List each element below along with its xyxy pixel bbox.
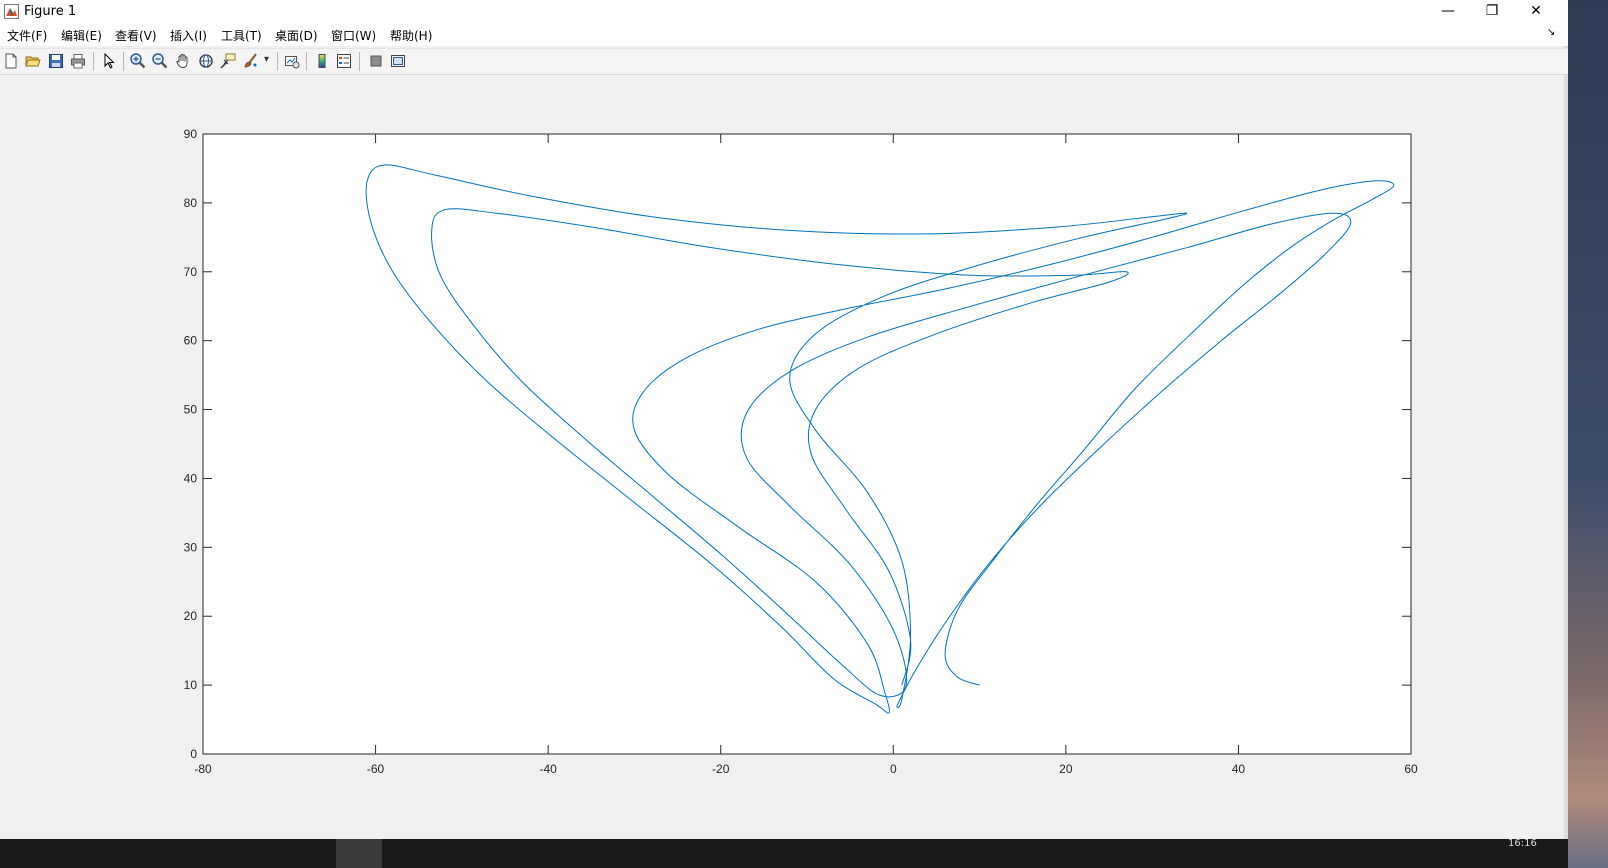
brush-dropdown-icon[interactable]: ▾ (264, 54, 270, 65)
toolbar-separator (123, 52, 124, 71)
menu-window[interactable]: 窗口(W) (331, 29, 377, 43)
y-tick-label: 30 (184, 540, 198, 554)
y-tick-label: 60 (184, 334, 198, 348)
y-tick-label: 10 (184, 678, 198, 692)
toolbar-separator (93, 52, 94, 71)
y-tick-label: 80 (184, 196, 198, 210)
axis-ticks (202, 133, 1412, 755)
desktop-background-strip (1568, 0, 1608, 868)
menu-file[interactable]: 文件(F) (7, 29, 48, 43)
x-tick-label: -60 (367, 762, 385, 776)
matlab-app-icon (4, 4, 19, 19)
y-tick-label: 40 (184, 471, 198, 485)
open-file-icon[interactable] (24, 52, 42, 70)
y-tick-label: 50 (184, 403, 198, 417)
menubar-overflow-icon[interactable]: ↘ (1547, 27, 1556, 38)
figure-toolbar (0, 48, 1568, 75)
x-tick-labels: -80 -60 -40 -20 0 20 40 60 (194, 762, 1418, 776)
y-tick-labels: 0 10 20 30 40 50 60 70 80 90 (184, 127, 198, 761)
y-tick-label: 90 (184, 127, 198, 141)
x-tick-label: -80 (194, 762, 212, 776)
edit-plot-arrow-icon[interactable] (100, 52, 118, 70)
window-title: Figure 1 (24, 4, 77, 19)
menu-help[interactable]: 帮助(H) (390, 29, 433, 43)
data-cursor-icon[interactable] (219, 52, 237, 70)
x-tick-label: 40 (1232, 762, 1246, 776)
brush-icon[interactable] (242, 52, 260, 70)
rotate-3d-icon[interactable] (197, 52, 215, 70)
x-tick-label: 0 (890, 762, 897, 776)
menu-edit[interactable]: 编辑(E) (61, 29, 102, 43)
taskbar-app-button[interactable] (336, 839, 382, 868)
menu-desktop[interactable]: 桌面(D) (275, 29, 318, 43)
title-bar[interactable] (0, 0, 1568, 24)
y-tick-label: 0 (190, 747, 197, 761)
show-plot-tools-icon[interactable] (389, 52, 407, 70)
hide-plot-tools-icon[interactable] (367, 52, 385, 70)
save-icon[interactable] (47, 52, 65, 70)
toolbar-separator (277, 52, 278, 71)
window-edge (1564, 0, 1568, 868)
print-icon[interactable] (69, 52, 87, 70)
minimize-button[interactable]: — (1441, 3, 1455, 19)
menu-view[interactable]: 查看(V) (115, 29, 157, 43)
taskbar (0, 839, 1568, 868)
zoom-in-icon[interactable] (129, 52, 147, 70)
menu-tools[interactable]: 工具(T) (221, 29, 262, 43)
taskbar-clock: 16:16 (1508, 838, 1537, 849)
restore-button[interactable]: ❐ (1485, 3, 1499, 19)
x-tick-label: -20 (712, 762, 730, 776)
legend-icon[interactable] (335, 52, 353, 70)
plot-area[interactable]: -80 -60 -40 -20 0 20 40 60 0 10 20 30 40 50 60 70 80 90 (0, 0, 1568, 838)
menu-insert[interactable]: 插入(I) (170, 29, 207, 43)
x-tick-label: 60 (1404, 762, 1418, 776)
menu-bar (0, 24, 1568, 46)
link-plot-icon[interactable] (283, 52, 301, 70)
toolbar-separator (359, 52, 360, 71)
close-button[interactable]: ✕ (1530, 3, 1542, 19)
new-figure-icon[interactable] (2, 52, 20, 70)
y-tick-label: 20 (184, 609, 198, 623)
zoom-out-icon[interactable] (151, 52, 169, 70)
colorbar-icon[interactable] (313, 52, 331, 70)
x-tick-label: -40 (539, 762, 557, 776)
axes-background[interactable] (202, 133, 1412, 755)
toolbar-separator (306, 52, 307, 71)
x-tick-label: 20 (1059, 762, 1073, 776)
attractor-line (365, 164, 1395, 714)
pan-hand-icon[interactable] (174, 52, 192, 70)
y-tick-label: 70 (184, 265, 198, 279)
